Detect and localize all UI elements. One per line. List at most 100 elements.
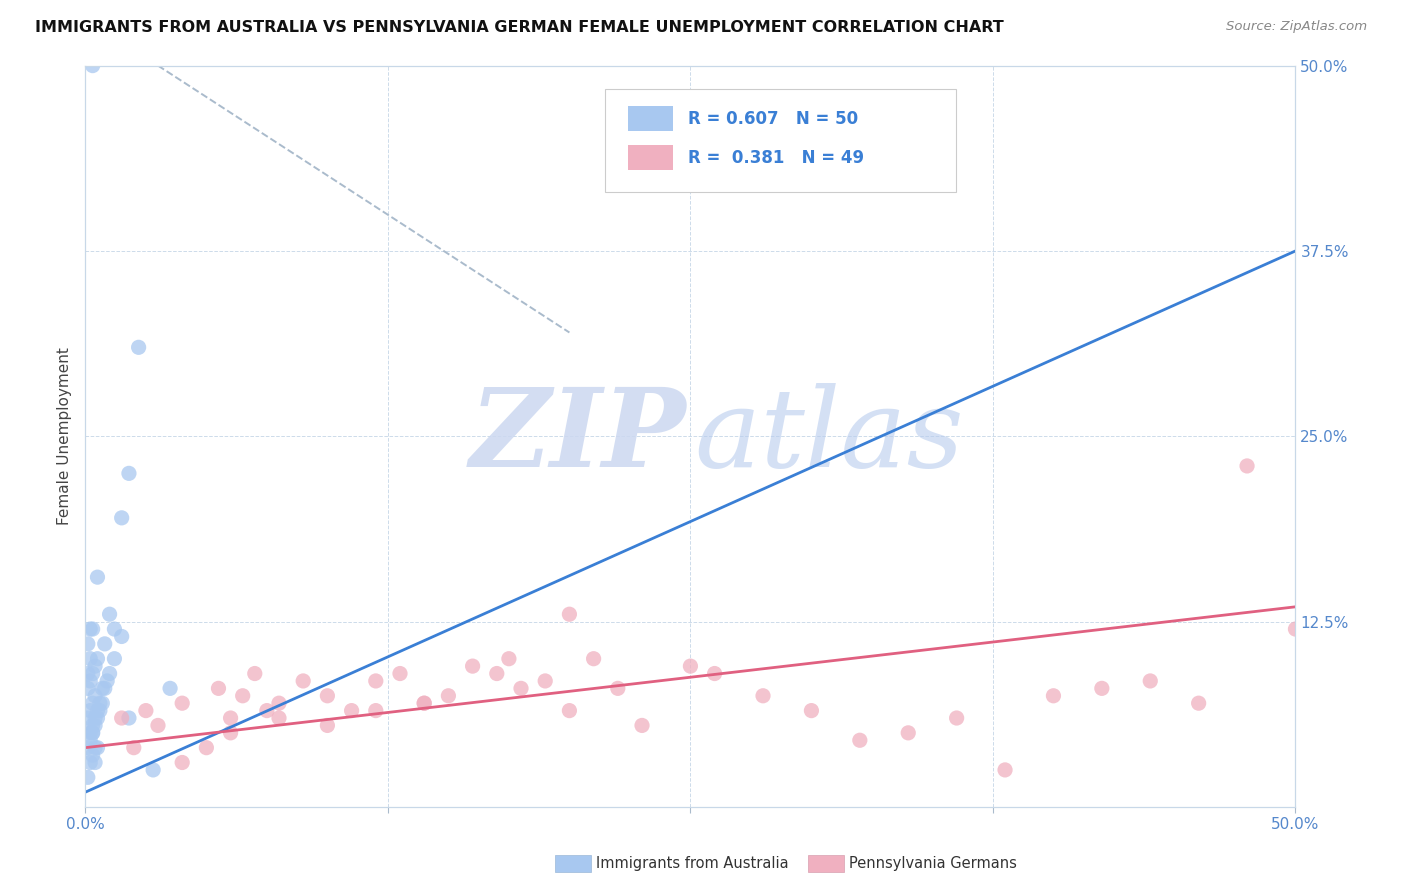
Point — [1042, 689, 1064, 703]
Point — [146, 718, 169, 732]
Point — [219, 726, 242, 740]
Point — [498, 651, 520, 665]
Point — [267, 711, 290, 725]
Point — [82, 748, 104, 763]
Point — [243, 666, 266, 681]
Point — [79, 651, 101, 665]
Point — [118, 711, 141, 725]
Point — [111, 630, 134, 644]
Text: Source: ZipAtlas.com: Source: ZipAtlas.com — [1226, 20, 1367, 33]
Point — [292, 673, 315, 688]
Y-axis label: Female Unemployment: Female Unemployment — [58, 347, 72, 525]
Point — [413, 696, 436, 710]
Point — [98, 666, 121, 681]
Point — [606, 681, 628, 696]
Text: IMMIGRANTS FROM AUSTRALIA VS PENNSYLVANIA GERMAN FEMALE UNEMPLOYMENT CORRELATION: IMMIGRANTS FROM AUSTRALIA VS PENNSYLVANI… — [35, 20, 1004, 35]
Point — [79, 673, 101, 688]
Point — [994, 763, 1017, 777]
Point — [1139, 673, 1161, 688]
Point — [195, 740, 218, 755]
Point — [111, 711, 134, 725]
Point — [82, 59, 104, 73]
Point — [86, 704, 108, 718]
Point — [84, 711, 107, 725]
Point — [84, 756, 107, 770]
Point — [582, 651, 605, 665]
Point — [86, 651, 108, 665]
Point — [849, 733, 872, 747]
Text: ZIP: ZIP — [470, 383, 686, 490]
Point — [103, 651, 125, 665]
Text: R =  0.381   N = 49: R = 0.381 N = 49 — [688, 149, 863, 167]
Point — [800, 704, 823, 718]
Point — [76, 637, 98, 651]
Point — [82, 622, 104, 636]
Point — [91, 681, 114, 696]
Point — [98, 607, 121, 622]
Point — [89, 696, 111, 710]
Point — [82, 666, 104, 681]
Point — [111, 511, 134, 525]
Point — [82, 726, 104, 740]
Point — [79, 726, 101, 740]
Point — [752, 689, 775, 703]
Point — [485, 666, 508, 681]
Point — [1091, 681, 1114, 696]
Point — [159, 681, 181, 696]
Point — [679, 659, 702, 673]
Point — [76, 666, 98, 681]
Point — [316, 689, 339, 703]
Point — [437, 689, 460, 703]
Point — [172, 696, 194, 710]
Point — [558, 704, 581, 718]
Point — [79, 756, 101, 770]
Point — [558, 607, 581, 622]
Point — [76, 711, 98, 725]
Point — [76, 740, 98, 755]
Point — [267, 696, 290, 710]
Point — [84, 740, 107, 755]
Point — [86, 740, 108, 755]
Text: atlas: atlas — [695, 383, 963, 490]
Point — [128, 340, 150, 354]
Point — [79, 704, 101, 718]
Point — [93, 681, 115, 696]
Point — [82, 718, 104, 732]
Point — [103, 622, 125, 636]
Point — [510, 681, 533, 696]
Point — [86, 570, 108, 584]
Point — [461, 659, 484, 673]
Point — [631, 718, 654, 732]
Point — [897, 726, 920, 740]
Point — [256, 704, 278, 718]
Point — [413, 696, 436, 710]
Point — [1188, 696, 1211, 710]
Point — [142, 763, 165, 777]
Point — [534, 673, 557, 688]
Point — [1284, 622, 1306, 636]
Point — [232, 689, 254, 703]
Point — [79, 622, 101, 636]
Point — [364, 673, 387, 688]
Point — [945, 711, 967, 725]
Point — [172, 756, 194, 770]
Point — [207, 681, 229, 696]
Point — [122, 740, 145, 755]
Point — [118, 467, 141, 481]
Point — [96, 673, 118, 688]
Point — [388, 666, 411, 681]
Point — [76, 770, 98, 784]
Text: R = 0.607   N = 50: R = 0.607 N = 50 — [688, 110, 858, 128]
Point — [89, 704, 111, 718]
Point — [82, 696, 104, 710]
Point — [79, 733, 101, 747]
Point — [1236, 458, 1258, 473]
Text: Pennsylvania Germans: Pennsylvania Germans — [849, 856, 1017, 871]
Point — [84, 659, 107, 673]
Point — [93, 637, 115, 651]
Point — [219, 711, 242, 725]
Point — [84, 718, 107, 732]
Point — [340, 704, 363, 718]
Point — [91, 696, 114, 710]
Point — [135, 704, 157, 718]
